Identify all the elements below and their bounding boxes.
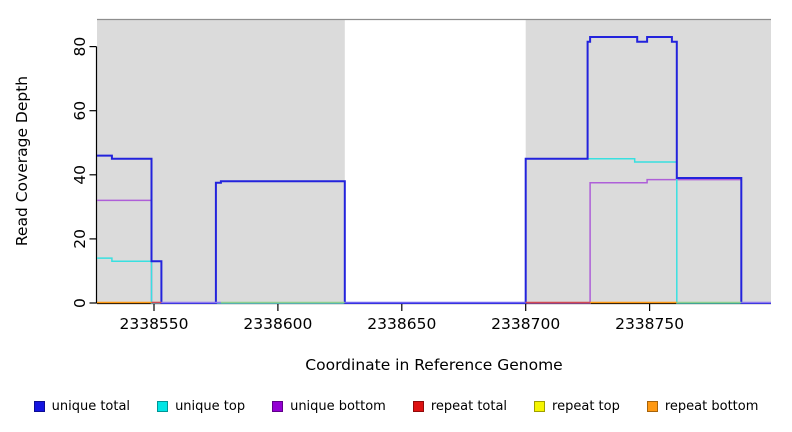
legend-label: unique bottom bbox=[290, 399, 386, 414]
legend-label: repeat total bbox=[430, 399, 508, 414]
legend: unique total unique top unique bottom repea… bbox=[0, 399, 792, 414]
legend-swatch-icon bbox=[157, 401, 169, 412]
y-tick-label: 60 bbox=[71, 101, 89, 121]
y-tick-label: 0 bbox=[71, 298, 89, 308]
x-axis-label: Coordinate in Reference Genome bbox=[305, 356, 563, 374]
x-tick-label: 2338600 bbox=[243, 315, 312, 333]
legend-swatch-icon bbox=[272, 401, 284, 412]
legend-item-unique-bottom: unique bottom bbox=[272, 399, 386, 414]
y-tick-label: 20 bbox=[71, 229, 89, 249]
legend-swatch-icon bbox=[412, 401, 424, 412]
x-tick-label: 2338750 bbox=[615, 315, 684, 333]
legend-swatch-icon bbox=[33, 401, 45, 412]
legend-swatch-icon bbox=[534, 401, 546, 412]
y-tick-label: 40 bbox=[71, 165, 89, 185]
shaded-region bbox=[97, 20, 345, 304]
legend-swatch-icon bbox=[646, 401, 658, 412]
legend-label: unique top bbox=[175, 399, 246, 414]
legend-item-repeat-total: repeat total bbox=[412, 399, 508, 414]
legend-label: repeat bottom bbox=[664, 399, 759, 414]
legend-label: repeat top bbox=[552, 399, 620, 414]
series-unique-total bbox=[97, 36, 771, 304]
legend-item-repeat-top: repeat top bbox=[534, 399, 620, 414]
y-tick-label: 80 bbox=[71, 37, 89, 57]
y-axis-label: Read Coverage Depth bbox=[13, 75, 31, 247]
x-tick-label: 2338550 bbox=[119, 315, 188, 333]
legend-item-unique-total: unique total bbox=[33, 399, 131, 414]
legend-label: unique total bbox=[51, 399, 131, 414]
legend-item-repeat-bottom: repeat bottom bbox=[646, 399, 759, 414]
x-tick-label: 2338650 bbox=[367, 315, 436, 333]
x-tick-label: 2338700 bbox=[491, 315, 560, 333]
legend-item-unique-top: unique top bbox=[157, 399, 245, 414]
